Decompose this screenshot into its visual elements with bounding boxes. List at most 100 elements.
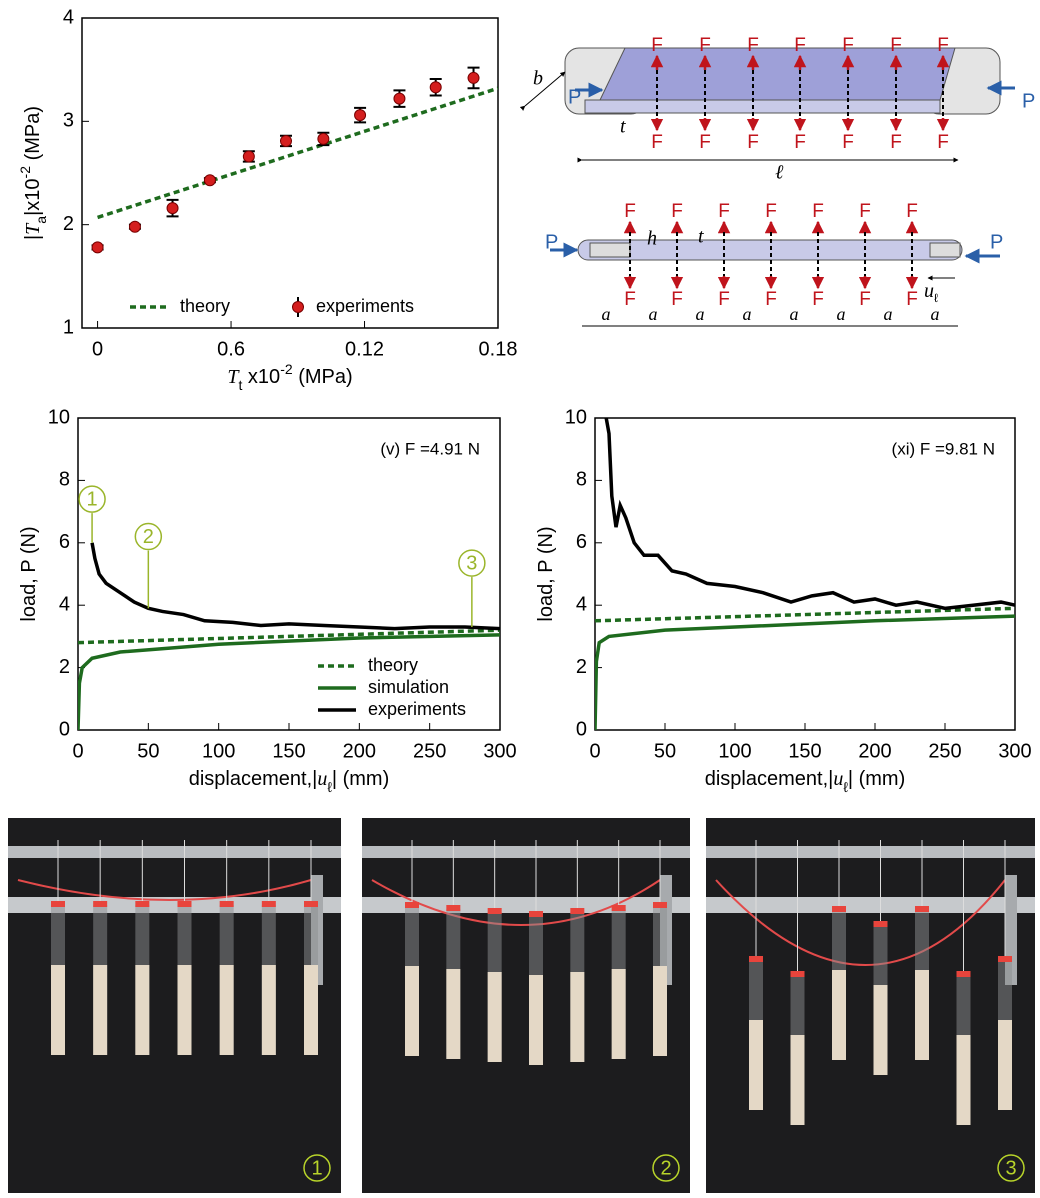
axis-label: |Ta|x10-2 (MPa) [17,106,49,240]
legend-swatch [292,301,304,313]
x-tick-label: 200 [858,740,891,762]
series-line [595,614,1015,730]
cap [93,901,108,907]
callout [78,485,106,513]
label-part: load, P (N) [535,526,557,621]
length-label: ℓ [775,162,784,184]
label-part: | (mm) [848,768,905,790]
x-tick-label: 50 [654,740,676,762]
tube-fill [261,965,276,1055]
label-part: | [22,235,44,240]
photo-label: 1 [311,1157,322,1179]
cable [715,879,1006,966]
x-tick-label: 250 [928,740,961,762]
y-tick-label: 10 [48,406,70,428]
cap [611,905,626,911]
cap [446,905,461,911]
tube-fill [570,972,585,1062]
point [166,202,179,215]
force-label: F [651,132,663,153]
x-tick-label: 150 [272,740,305,762]
height-label: h [647,228,657,250]
cap [873,921,888,927]
spacing-label: a [884,304,893,324]
force-label: F [747,132,759,153]
y-tick-label: 10 [565,406,587,428]
force-label: F [906,289,918,310]
label-part: (MPa) [22,106,44,166]
cap [653,902,667,908]
legend-label: simulation [368,677,449,697]
cap [487,908,502,914]
force-label: F [794,35,806,56]
x-tick-label: 0 [92,338,103,360]
x-tick-label: 300 [998,740,1031,762]
label-part: ℓ [327,779,332,795]
y-tick-label: 6 [59,531,70,553]
rail [362,846,690,858]
point [467,71,480,84]
x-tick-label: 0.12 [345,338,384,360]
thickness-label: t [620,116,626,138]
force-label: F [842,35,854,56]
annotation: (v) F =4.91 N [380,439,480,458]
force-label: F [842,132,854,153]
tube-fill [93,965,108,1055]
load-label: P [1022,90,1035,112]
y-tick-label: 2 [63,213,74,235]
force-label: F [937,132,949,153]
y-tick-label: 0 [59,718,70,740]
legend-label: theory [368,655,418,675]
x-tick-label: 100 [718,740,751,762]
force-label: F [699,35,711,56]
force-label: F [671,289,683,310]
rail [706,897,1035,913]
force-label: F [859,201,871,222]
grip [929,242,961,258]
callout-label: 3 [466,552,477,574]
y-tick-label: 3 [63,110,74,132]
label-part: a [33,216,49,224]
y-tick-label: 4 [63,6,74,28]
axis-label: load, P (N) [18,526,40,621]
series-line [97,86,498,220]
spacing-label: a [602,304,611,324]
y-tick-label: 6 [576,531,587,553]
force-label: F [794,132,806,153]
annotation: (xi) F =9.81 N [892,439,995,458]
tube-fill [219,965,234,1055]
tube-fill [446,969,461,1059]
rail [362,897,690,913]
series-line [595,606,1015,623]
cap [51,901,65,907]
rail [8,846,341,858]
cap [790,971,805,977]
force-label: F [747,35,759,56]
x-tick-label: 50 [137,740,159,762]
x-tick-label: 0.18 [479,338,518,360]
force-label: F [718,201,730,222]
sheet-edge [584,99,941,114]
axis-label: displacement,|uℓ| (mm) [189,768,390,795]
tube-fill [998,1020,1012,1110]
subscript: ℓ [934,291,938,305]
tube-fill [304,965,318,1055]
tube-fill [790,1035,805,1125]
y-tick-label: 2 [59,656,70,678]
cap [405,902,419,908]
point [203,174,216,187]
force-label: F [765,201,777,222]
point [354,109,367,122]
tube-fill [405,966,419,1056]
tube-fill [653,966,667,1056]
x-tick-label: 0 [72,740,83,762]
label-part: x10 [242,366,280,388]
dimension [519,71,566,111]
label-part: |x10 [22,178,44,215]
photo-label: 3 [1005,1157,1016,1179]
force-label: F [624,201,636,222]
series-line [604,418,1015,611]
label-part: u [317,768,327,790]
width-label: b [533,68,543,90]
x-tick-label: 250 [413,740,446,762]
